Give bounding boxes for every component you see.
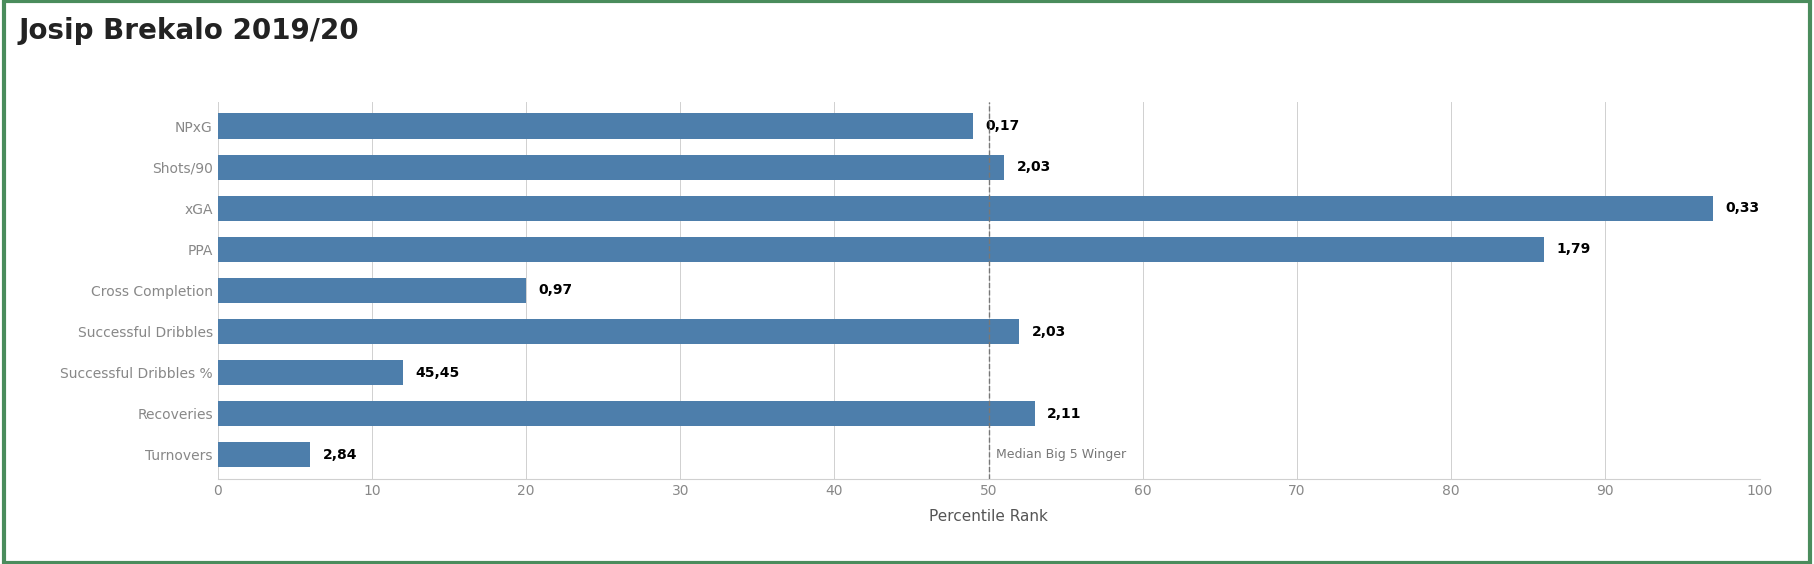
Text: 2,03: 2,03 — [1032, 324, 1067, 338]
Bar — [218, 196, 1712, 221]
Text: 1,79: 1,79 — [1556, 243, 1591, 257]
Text: 0,97: 0,97 — [539, 284, 573, 297]
Bar — [218, 277, 526, 303]
Text: 2,11: 2,11 — [1047, 407, 1081, 421]
Bar — [218, 319, 1019, 344]
Text: Median Big 5 Winger: Median Big 5 Winger — [996, 448, 1126, 461]
Bar — [218, 155, 1003, 180]
Text: 45,45: 45,45 — [415, 365, 459, 380]
Bar — [218, 360, 403, 385]
Bar — [218, 401, 1034, 426]
Text: 2,84: 2,84 — [323, 448, 357, 462]
Bar — [218, 113, 972, 139]
Text: 2,03: 2,03 — [1016, 160, 1050, 174]
X-axis label: Percentile Rank: Percentile Rank — [929, 509, 1048, 525]
Bar — [218, 442, 310, 468]
Text: 0,17: 0,17 — [985, 119, 1019, 133]
Text: 0,33: 0,33 — [1725, 201, 1760, 215]
Bar — [218, 237, 1544, 262]
Text: Josip Brekalo 2019/20: Josip Brekalo 2019/20 — [18, 17, 359, 45]
